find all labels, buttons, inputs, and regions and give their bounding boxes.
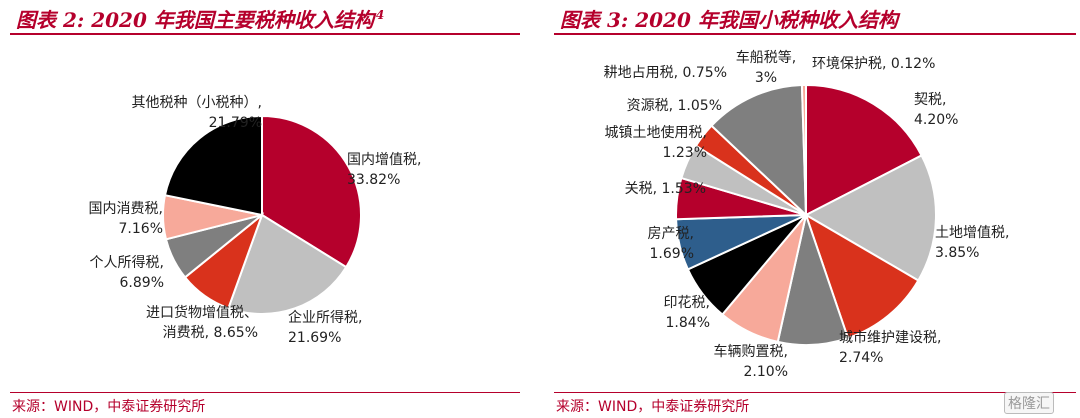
watermark-logo: 格隆汇 (1004, 392, 1054, 414)
source-note: 来源：WIND，中泰证券研究所 (12, 399, 206, 415)
slice-label-name: 环境保护税, 0.12% (812, 56, 935, 72)
slice-label-name: 耕地占用税, 0.75% (604, 64, 727, 81)
slice-label-2: 城市维护建设税, 2.74% (839, 329, 941, 366)
slice-label-3: 车辆购置税, 2.10% (714, 343, 788, 380)
slice-label-value: 33.82% (347, 172, 400, 188)
slice-label-name: 资源税, 1.05% (627, 98, 722, 114)
chart-panel-main-taxes: 图表 2: 2020 年我国主要税种收入结构 4 国内增值税, 33.82% 企业所得… (0, 0, 524, 418)
chart-title: 图表 2: 2020 年我国主要税种收入结构 4 (16, 8, 385, 32)
title-rule (10, 33, 520, 35)
slice-label-0: 国内增值税, 33.82% (347, 152, 421, 188)
slice-label-value: 21.69% (288, 330, 341, 346)
chart-title: 图表 3: 2020 年我国小税种收入结构 (560, 8, 898, 32)
slice-label-name: 房产税, (648, 226, 694, 242)
pie-slice-1 (803, 154, 937, 282)
slice-label-value: 3% (755, 70, 777, 86)
slice-label-name: 城镇土地使用税, (605, 124, 707, 141)
pie-chart-small-taxes: 契税, 4.20% 土地增值税, 3.85% 城市维护建设税, 2.74% 车辆购置税, 2.… (604, 49, 1010, 380)
source-rule (554, 392, 1076, 393)
slice-label-name: 契税, (914, 92, 946, 108)
slice-label-4: 国内消费税, 7.16% (89, 201, 163, 237)
slice-label-name: 车船税等, (736, 49, 796, 66)
slice-label-value: 2.10% (744, 364, 788, 380)
slice-label-value: 2.74% (839, 350, 883, 366)
slice-label-value: 6.89% (120, 275, 164, 291)
slice-label-7: 城镇土地使用税, 1.23% (605, 124, 707, 161)
pie-slice-10 (710, 84, 808, 218)
source-note: 来源：WIND，中泰证券研究所 (556, 399, 750, 415)
slice-label-9: 耕地占用税, 0.75% (604, 64, 727, 81)
slice-label-8: 资源税, 1.05% (627, 98, 722, 114)
slice-label-name: 企业所得税, (288, 309, 362, 326)
slice-label-value: 21.79% (209, 115, 262, 131)
slice-label-10: 车船税等, 3% (736, 49, 796, 86)
slice-label-name: 国内消费税, (89, 201, 163, 217)
slice-label-11: 环境保护税, 0.12% (812, 56, 935, 72)
slice-label-2: 进口货物增值税、消费税, 8.65% (146, 304, 258, 341)
slice-label-name: 个人所得税, (90, 254, 164, 271)
slice-label-3: 个人所得税, 6.89% (90, 254, 164, 291)
pie-chart-main-taxes: 国内增值税, 33.82% 企业所得税, 21.69% 进口货物增值税、消费税, 8.6… (89, 95, 422, 346)
slice-label-1: 企业所得税, 21.69% (288, 309, 362, 346)
slice-label-name: 土地增值税, (935, 225, 1009, 241)
title-rule (554, 33, 1076, 35)
slice-label-value: 7.16% (119, 221, 163, 237)
pie-slice-0 (805, 83, 923, 217)
source-rule (10, 392, 520, 393)
slice-label-value: 4.20% (914, 112, 958, 128)
slice-label-4: 印花税, 1.84% (664, 295, 710, 331)
slice-label-value: 消费税, 8.65% (163, 325, 258, 341)
slice-label-5: 其他税种（小税种）, 21.79% (132, 95, 262, 131)
pie-slice-2 (804, 212, 920, 340)
slice-label-name: 城市维护建设税, (839, 329, 941, 346)
slice-label-name: 印花税, (664, 295, 710, 311)
slice-label-value: 1.23% (663, 145, 707, 161)
slice-label-1: 土地增值税, 3.85% (935, 225, 1009, 261)
slice-label-name: 关税, 1.53% (625, 181, 706, 197)
slice-label-value: 3.85% (935, 245, 979, 261)
pie-slice-5 (163, 114, 263, 217)
pie-slice-11 (800, 83, 807, 216)
chart-panel-small-taxes: 图表 3: 2020 年我国小税种收入结构 契税, 4.20% 土地增值税, 3.85… (544, 0, 1080, 418)
slice-label-6: 关税, 1.53% (625, 181, 706, 197)
pie-slice-1 (227, 213, 348, 315)
slice-label-name: 进口货物增值税、 (146, 304, 258, 321)
slice-label-0: 契税, 4.20% (914, 92, 958, 128)
slice-label-name: 国内增值税, (347, 152, 421, 168)
slice-label-value: 1.69% (650, 246, 694, 262)
slice-label-name: 车辆购置税, (714, 343, 788, 360)
slice-label-5: 房产税, 1.69% (648, 226, 694, 262)
slice-label-name: 其他税种（小税种）, (132, 95, 262, 111)
slice-label-value: 1.84% (666, 315, 710, 331)
